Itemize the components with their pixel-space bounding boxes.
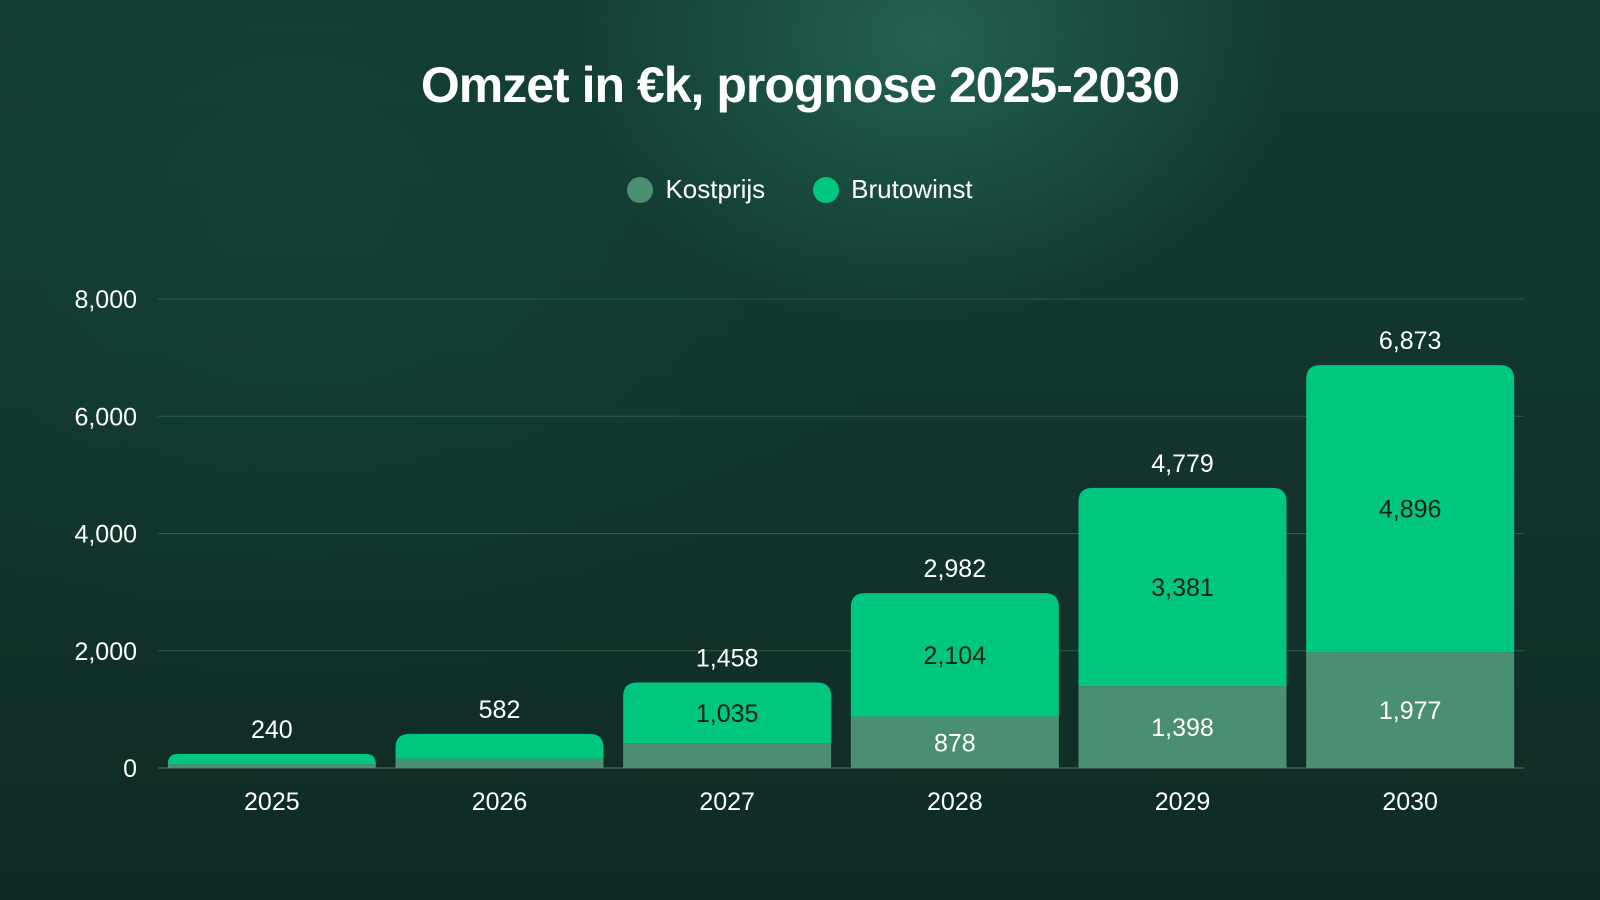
data-label-kostprijs-2029: 1,398 — [1151, 714, 1214, 742]
bar-kostprijs-2025 — [167, 764, 376, 768]
data-label-brutowinst-2029: 3,381 — [1151, 574, 1214, 602]
legend-item-brutowinst: Brutowinst — [813, 174, 973, 205]
bar-brutowinst-2027 — [623, 682, 832, 744]
x-tick-label-2028: 2028 — [927, 788, 983, 816]
bar-brutowinst-2030 — [1306, 365, 1515, 653]
total-label-2029: 4,779 — [1151, 450, 1214, 478]
legend-swatch-kostprijs — [627, 176, 654, 203]
chart-title: Omzet in €k, prognose 2025-2030 — [420, 57, 1180, 113]
x-tick-label-2025: 2025 — [244, 788, 300, 816]
data-label-kostprijs-2030: 1,977 — [1379, 697, 1442, 725]
legend-label-kostprijs: Kostprijs — [665, 174, 766, 204]
total-label-2027: 1,458 — [696, 645, 759, 673]
bar-kostprijs-2026 — [395, 758, 604, 768]
legend: Kostprijs Brutowinst — [0, 174, 1600, 205]
bar-kostprijs-2030 — [1306, 652, 1515, 768]
legend-label-brutowinst: Brutowinst — [851, 174, 973, 204]
data-label-brutowinst-2030: 4,896 — [1379, 496, 1442, 524]
total-label-2025: 240 — [251, 716, 293, 744]
bar-brutowinst-2025 — [167, 753, 376, 765]
data-label-brutowinst-2027: 1,035 — [696, 700, 759, 728]
x-tick-label-2026: 2026 — [472, 788, 528, 816]
total-label-2026: 582 — [479, 696, 521, 724]
bar-kostprijs-2028 — [850, 716, 1059, 768]
data-label-brutowinst-2028: 2,104 — [924, 642, 987, 670]
bar-kostprijs-2029 — [1078, 686, 1287, 768]
total-label-2030: 6,873 — [1379, 327, 1442, 355]
bar-brutowinst-2026 — [395, 733, 604, 759]
y-tick-label-0: 0 — [123, 755, 137, 783]
y-tick-label-4-000: 4,000 — [74, 521, 137, 549]
x-tick-label-2027: 2027 — [699, 788, 755, 816]
legend-item-kostprijs: Kostprijs — [627, 174, 765, 205]
data-label-kostprijs-2028: 878 — [934, 729, 976, 757]
bar-brutowinst-2028 — [850, 593, 1059, 717]
bar-kostprijs-2027 — [623, 743, 832, 768]
y-tick-label-2-000: 2,000 — [74, 638, 137, 666]
total-label-2028: 2,982 — [924, 555, 987, 583]
y-tick-label-8-000: 8,000 — [74, 286, 137, 314]
x-tick-label-2030: 2030 — [1382, 788, 1438, 816]
bar-brutowinst-2029 — [1078, 487, 1287, 687]
y-tick-label-6-000: 6,000 — [74, 403, 137, 431]
x-tick-label-2029: 2029 — [1155, 788, 1211, 816]
legend-swatch-brutowinst — [813, 176, 840, 203]
